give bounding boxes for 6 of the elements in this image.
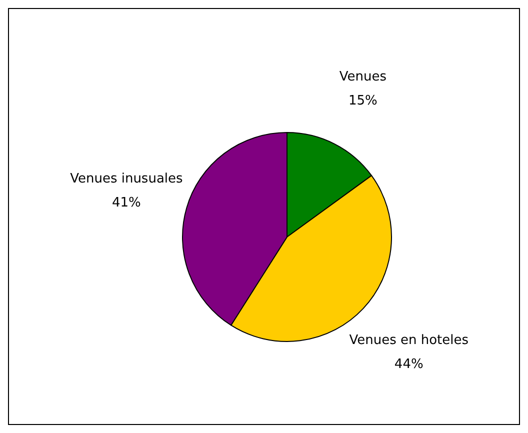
data-label: 44% [394, 356, 424, 372]
data-label: 41% [112, 196, 141, 211]
slice-label: Venues [339, 69, 387, 84]
data-label: 15% [348, 93, 378, 108]
slice-label: Venues en hoteles [349, 332, 469, 348]
slice-label: Venues inusuales [70, 172, 184, 187]
